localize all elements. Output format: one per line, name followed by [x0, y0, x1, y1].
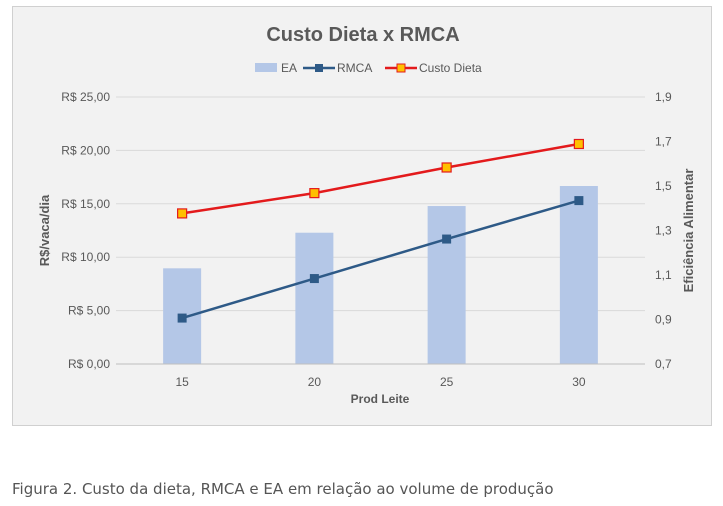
chart-frame: Custo Dieta x RMCA EA RMCA Custo Dieta R$ 0,…	[12, 6, 712, 426]
x-tick-label: 15	[175, 375, 189, 389]
y-axis-title: R$/vaca/dia	[37, 194, 52, 266]
legend-label-custo-dieta: Custo Dieta	[419, 61, 482, 75]
point-rmca	[574, 196, 584, 206]
point-rmca	[309, 274, 319, 284]
y2-tick-label: 1,1	[655, 268, 672, 282]
y-tick-label: R$ 0,00	[68, 357, 110, 371]
legend-swatch-ea	[255, 63, 277, 72]
line-custo-dieta	[181, 142, 580, 215]
chart-title: Custo Dieta x RMCA	[266, 24, 459, 46]
y2-tick-label: 1,3	[655, 224, 672, 238]
legend-label-ea: EA	[281, 61, 297, 75]
legend-label-rmca: RMCA	[337, 61, 372, 75]
y-tick-label: R$ 10,00	[61, 250, 110, 264]
y-tick-label: R$ 25,00	[61, 90, 110, 104]
bar-ea	[295, 232, 334, 364]
bar-ea	[427, 206, 466, 364]
point-custo-dieta	[177, 208, 188, 219]
x-tick-label: 20	[308, 375, 322, 389]
point-custo-dieta	[573, 138, 584, 150]
line-rmca	[181, 199, 580, 320]
bar-ea	[559, 186, 598, 364]
y-tick-label: R$ 20,00	[61, 143, 110, 157]
y2-axis-title: Eficiência Alimentar	[681, 169, 696, 293]
x-axis-title: Prod Leite	[351, 392, 410, 406]
y2-tick-label: 1,7	[655, 135, 672, 149]
legend-marker-rmca	[315, 64, 323, 72]
legend-marker-custo-dieta	[396, 63, 406, 73]
figure-caption: Figura 2. Custo da dieta, RMCA e EA em r…	[12, 480, 554, 498]
point-custo-dieta	[441, 162, 452, 173]
y2-tick-label: 0,7	[655, 357, 672, 371]
point-custo-dieta	[309, 188, 320, 199]
x-tick-label: 25	[440, 375, 454, 389]
y2-tick-label: 0,9	[655, 313, 672, 327]
chart: Custo Dieta x RMCA EA RMCA Custo Dieta R$ 0,…	[37, 24, 696, 406]
x-tick-label: 30	[572, 375, 586, 389]
y2-tick-label: 1,5	[655, 179, 672, 193]
y-tick-label: R$ 5,00	[68, 304, 110, 318]
point-rmca	[177, 313, 187, 323]
y2-tick-label: 1,9	[655, 90, 672, 104]
y-tick-label: R$ 15,00	[61, 197, 110, 211]
point-rmca	[442, 234, 452, 244]
